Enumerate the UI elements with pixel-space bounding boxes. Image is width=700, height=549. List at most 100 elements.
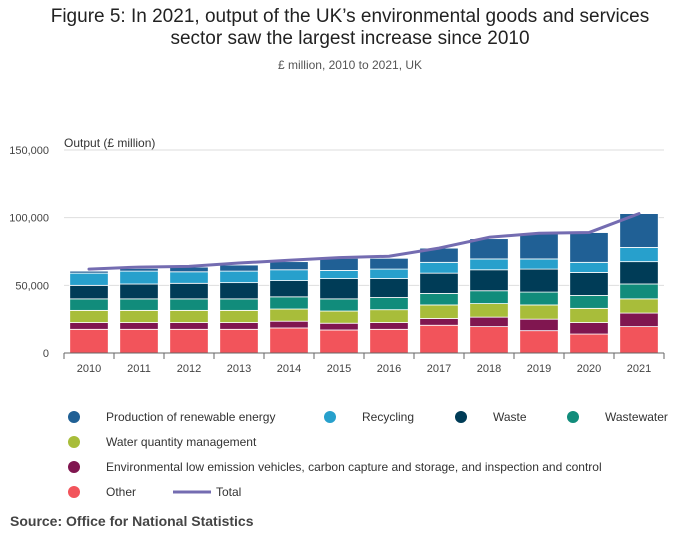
bar-segment — [519, 304, 559, 320]
bar-segment — [319, 310, 359, 324]
bar-stack — [219, 264, 259, 354]
bar-segment — [269, 296, 309, 310]
bar-segment — [169, 282, 209, 300]
legend-label: Recycling — [362, 410, 414, 424]
bar-segment — [419, 272, 459, 294]
bar-stack — [169, 266, 209, 354]
y-tick-label: 0 — [43, 348, 49, 360]
x-tick-label: 2015 — [327, 363, 351, 375]
bar-segment — [419, 304, 459, 319]
bar-segment — [619, 261, 659, 285]
legend-dot-swatch — [68, 461, 80, 473]
x-tick-label: 2013 — [227, 363, 251, 375]
legend-label: Total — [216, 485, 241, 499]
bar-segment — [419, 324, 459, 354]
y-tick-label: 50,000 — [15, 280, 49, 292]
bar-stack — [69, 270, 109, 354]
bar-segment — [619, 312, 659, 328]
bar-segment — [369, 309, 409, 323]
bar-segment — [619, 326, 659, 354]
bar-segment — [569, 272, 609, 296]
bar-segment — [369, 322, 409, 330]
y-axis-label: Output (£ million) — [64, 136, 155, 150]
bar-segment — [569, 261, 609, 273]
legend-item: Recycling — [324, 410, 414, 424]
bar-segment — [319, 322, 359, 331]
legend-item: Wastewater — [567, 410, 668, 424]
bar-segment — [169, 322, 209, 330]
bar-segment — [219, 309, 259, 323]
legend-item: Total — [173, 485, 241, 499]
bar-segment — [219, 322, 259, 330]
bar-segment — [269, 308, 309, 322]
bar-segment — [419, 293, 459, 306]
bar-segment — [219, 264, 259, 272]
bar-segment — [519, 258, 559, 270]
bar-segment — [319, 257, 359, 271]
bar-segment — [569, 232, 609, 263]
bar-segment — [369, 297, 409, 311]
legend-label: Wastewater — [605, 410, 668, 424]
legend-dot-swatch — [455, 411, 467, 423]
x-tick-label: 2016 — [377, 363, 401, 375]
bar-segment — [619, 298, 659, 314]
bar-segment — [419, 318, 459, 326]
bar-stack — [319, 257, 359, 354]
bar-stack — [619, 213, 659, 354]
legend-dot-swatch — [68, 436, 80, 448]
legend-item: Other — [68, 485, 136, 499]
bar-segment — [319, 329, 359, 354]
chart-title-line-1: Figure 5: In 2021, output of the UK’s en… — [50, 6, 650, 27]
legend-label: Production of renewable energy — [106, 410, 275, 424]
x-tick-label: 2021 — [627, 363, 651, 375]
bar-segment — [419, 261, 459, 274]
bar-segment — [469, 326, 509, 354]
legend-label: Other — [106, 485, 136, 499]
bar-segment — [319, 278, 359, 300]
y-tick-label: 100,000 — [9, 213, 49, 225]
bar-segment — [369, 328, 409, 354]
legend-item: Water quantity management — [68, 435, 257, 449]
bar-segment — [519, 318, 559, 332]
bar-segment — [69, 322, 109, 330]
y-tick-label: 150,000 — [9, 145, 49, 157]
bar-segment — [119, 298, 159, 311]
total-line-layer — [87, 212, 641, 271]
legend-dot-swatch — [324, 411, 336, 423]
legend-dot-swatch — [68, 486, 80, 498]
bar-segment — [169, 298, 209, 311]
bar-stack — [469, 238, 509, 354]
bar-segment — [119, 322, 159, 330]
bar-segment — [219, 328, 259, 354]
bar-segment — [469, 290, 509, 305]
bar-segment — [169, 309, 209, 323]
bar-segment — [219, 270, 259, 284]
bar-stack — [519, 232, 559, 354]
bar-segment — [69, 328, 109, 354]
bar-segment — [69, 284, 109, 300]
bar-segment — [519, 268, 559, 293]
legend-label: Waste — [493, 410, 527, 424]
bar-segment — [369, 278, 409, 298]
bar-segment — [319, 270, 359, 279]
chart-title: Figure 5: In 2021, output of the UK’s en… — [0, 6, 700, 50]
bar-segment — [469, 316, 509, 328]
gridlines — [64, 149, 664, 286]
x-tick-label: 2020 — [577, 363, 601, 375]
bar-segment — [69, 298, 109, 311]
bar-segment — [519, 232, 559, 260]
bar-segment — [369, 268, 409, 279]
x-tick-label: 2017 — [427, 363, 451, 375]
legend: Production of renewable energy Recycling W… — [68, 410, 668, 499]
bar-segment — [519, 291, 559, 306]
bar-segment — [269, 320, 309, 329]
bar-segment — [619, 283, 659, 300]
total-line — [87, 212, 641, 271]
bar-segment — [219, 298, 259, 311]
bar-segment — [269, 280, 309, 298]
x-tick-label: 2010 — [77, 363, 101, 375]
bar-segment — [219, 282, 259, 300]
source-note: Source: Office for National Statistics — [10, 513, 254, 529]
bar-stack — [419, 247, 459, 354]
